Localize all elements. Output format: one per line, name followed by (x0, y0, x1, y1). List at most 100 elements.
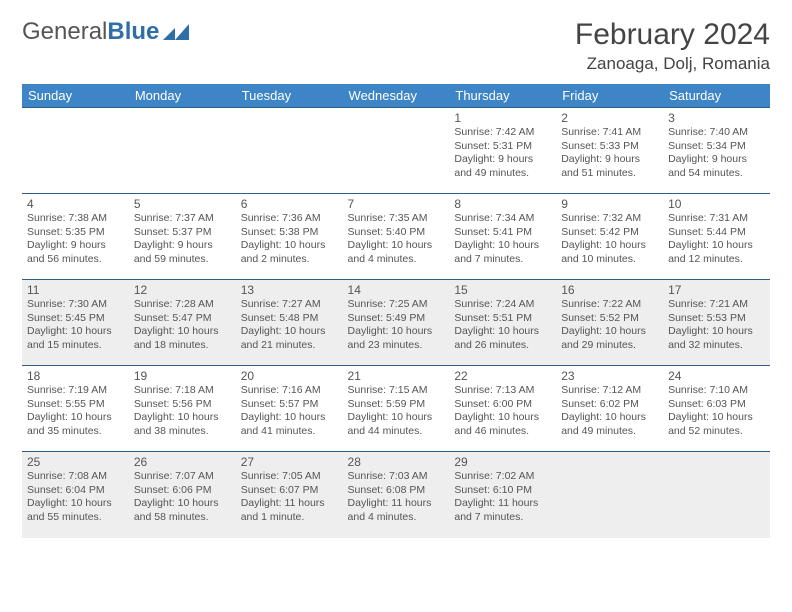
day-info: Sunrise: 7:38 AMSunset: 5:35 PMDaylight:… (27, 212, 124, 267)
calendar-day-cell: 27Sunrise: 7:05 AMSunset: 6:07 PMDayligh… (236, 452, 343, 538)
calendar-day-cell: 17Sunrise: 7:21 AMSunset: 5:53 PMDayligh… (663, 280, 770, 366)
calendar-day-cell: 25Sunrise: 7:08 AMSunset: 6:04 PMDayligh… (22, 452, 129, 538)
day-number: 17 (668, 283, 765, 297)
calendar-day-cell (22, 108, 129, 194)
month-title: February 2024 (575, 18, 770, 52)
calendar-day-cell (343, 108, 450, 194)
day-info: Sunrise: 7:32 AMSunset: 5:42 PMDaylight:… (561, 212, 658, 267)
day-info: Sunrise: 7:16 AMSunset: 5:57 PMDaylight:… (241, 384, 338, 439)
day-number: 23 (561, 369, 658, 383)
day-info: Sunrise: 7:12 AMSunset: 6:02 PMDaylight:… (561, 384, 658, 439)
calendar-week-row: 4Sunrise: 7:38 AMSunset: 5:35 PMDaylight… (22, 194, 770, 280)
day-info: Sunrise: 7:24 AMSunset: 5:51 PMDaylight:… (454, 298, 551, 353)
calendar-week-row: 18Sunrise: 7:19 AMSunset: 5:55 PMDayligh… (22, 366, 770, 452)
weekday-header: Friday (556, 84, 663, 108)
day-info: Sunrise: 7:41 AMSunset: 5:33 PMDaylight:… (561, 126, 658, 181)
day-info: Sunrise: 7:13 AMSunset: 6:00 PMDaylight:… (454, 384, 551, 439)
calendar-day-cell: 26Sunrise: 7:07 AMSunset: 6:06 PMDayligh… (129, 452, 236, 538)
calendar-day-cell (663, 452, 770, 538)
day-number: 20 (241, 369, 338, 383)
day-info: Sunrise: 7:19 AMSunset: 5:55 PMDaylight:… (27, 384, 124, 439)
day-info: Sunrise: 7:37 AMSunset: 5:37 PMDaylight:… (134, 212, 231, 267)
day-number: 28 (348, 455, 445, 469)
calendar-day-cell: 8Sunrise: 7:34 AMSunset: 5:41 PMDaylight… (449, 194, 556, 280)
day-info: Sunrise: 7:18 AMSunset: 5:56 PMDaylight:… (134, 384, 231, 439)
logo: GeneralBlue (22, 18, 193, 46)
location: Zanoaga, Dolj, Romania (575, 54, 770, 74)
calendar-day-cell: 7Sunrise: 7:35 AMSunset: 5:40 PMDaylight… (343, 194, 450, 280)
day-info: Sunrise: 7:08 AMSunset: 6:04 PMDaylight:… (27, 470, 124, 525)
calendar-day-cell: 3Sunrise: 7:40 AMSunset: 5:34 PMDaylight… (663, 108, 770, 194)
calendar-day-cell: 1Sunrise: 7:42 AMSunset: 5:31 PMDaylight… (449, 108, 556, 194)
calendar-day-cell: 5Sunrise: 7:37 AMSunset: 5:37 PMDaylight… (129, 194, 236, 280)
calendar-day-cell: 15Sunrise: 7:24 AMSunset: 5:51 PMDayligh… (449, 280, 556, 366)
calendar-day-cell: 21Sunrise: 7:15 AMSunset: 5:59 PMDayligh… (343, 366, 450, 452)
day-info: Sunrise: 7:25 AMSunset: 5:49 PMDaylight:… (348, 298, 445, 353)
page-header: GeneralBlue February 2024 Zanoaga, Dolj,… (22, 18, 770, 74)
day-number: 25 (27, 455, 124, 469)
calendar-day-cell: 11Sunrise: 7:30 AMSunset: 5:45 PMDayligh… (22, 280, 129, 366)
day-number: 27 (241, 455, 338, 469)
calendar-week-row: 1Sunrise: 7:42 AMSunset: 5:31 PMDaylight… (22, 108, 770, 194)
day-info: Sunrise: 7:02 AMSunset: 6:10 PMDaylight:… (454, 470, 551, 525)
calendar-day-cell: 18Sunrise: 7:19 AMSunset: 5:55 PMDayligh… (22, 366, 129, 452)
weekday-header: Monday (129, 84, 236, 108)
calendar-day-cell: 20Sunrise: 7:16 AMSunset: 5:57 PMDayligh… (236, 366, 343, 452)
day-info: Sunrise: 7:03 AMSunset: 6:08 PMDaylight:… (348, 470, 445, 525)
day-info: Sunrise: 7:34 AMSunset: 5:41 PMDaylight:… (454, 212, 551, 267)
day-number: 7 (348, 197, 445, 211)
day-info: Sunrise: 7:05 AMSunset: 6:07 PMDaylight:… (241, 470, 338, 525)
day-info: Sunrise: 7:31 AMSunset: 5:44 PMDaylight:… (668, 212, 765, 267)
day-info: Sunrise: 7:22 AMSunset: 5:52 PMDaylight:… (561, 298, 658, 353)
weekday-header: Thursday (449, 84, 556, 108)
day-info: Sunrise: 7:40 AMSunset: 5:34 PMDaylight:… (668, 126, 765, 181)
day-info: Sunrise: 7:10 AMSunset: 6:03 PMDaylight:… (668, 384, 765, 439)
logo-text-b: Blue (107, 18, 159, 46)
calendar-day-cell (236, 108, 343, 194)
day-info: Sunrise: 7:27 AMSunset: 5:48 PMDaylight:… (241, 298, 338, 353)
calendar-table: Sunday Monday Tuesday Wednesday Thursday… (22, 84, 770, 538)
title-block: February 2024 Zanoaga, Dolj, Romania (575, 18, 770, 74)
calendar-day-cell: 22Sunrise: 7:13 AMSunset: 6:00 PMDayligh… (449, 366, 556, 452)
calendar-day-cell: 16Sunrise: 7:22 AMSunset: 5:52 PMDayligh… (556, 280, 663, 366)
calendar-day-cell (556, 452, 663, 538)
day-info: Sunrise: 7:21 AMSunset: 5:53 PMDaylight:… (668, 298, 765, 353)
day-info: Sunrise: 7:30 AMSunset: 5:45 PMDaylight:… (27, 298, 124, 353)
day-number: 6 (241, 197, 338, 211)
day-info: Sunrise: 7:07 AMSunset: 6:06 PMDaylight:… (134, 470, 231, 525)
calendar-day-cell: 10Sunrise: 7:31 AMSunset: 5:44 PMDayligh… (663, 194, 770, 280)
day-number: 22 (454, 369, 551, 383)
day-info: Sunrise: 7:35 AMSunset: 5:40 PMDaylight:… (348, 212, 445, 267)
day-number: 8 (454, 197, 551, 211)
calendar-day-cell: 9Sunrise: 7:32 AMSunset: 5:42 PMDaylight… (556, 194, 663, 280)
calendar-day-cell: 13Sunrise: 7:27 AMSunset: 5:48 PMDayligh… (236, 280, 343, 366)
weekday-header: Saturday (663, 84, 770, 108)
day-number: 11 (27, 283, 124, 297)
day-number: 9 (561, 197, 658, 211)
day-number: 4 (27, 197, 124, 211)
calendar-week-row: 11Sunrise: 7:30 AMSunset: 5:45 PMDayligh… (22, 280, 770, 366)
day-info: Sunrise: 7:15 AMSunset: 5:59 PMDaylight:… (348, 384, 445, 439)
calendar-day-cell: 29Sunrise: 7:02 AMSunset: 6:10 PMDayligh… (449, 452, 556, 538)
calendar-day-cell: 23Sunrise: 7:12 AMSunset: 6:02 PMDayligh… (556, 366, 663, 452)
calendar-day-cell: 2Sunrise: 7:41 AMSunset: 5:33 PMDaylight… (556, 108, 663, 194)
day-number: 19 (134, 369, 231, 383)
calendar-day-cell: 28Sunrise: 7:03 AMSunset: 6:08 PMDayligh… (343, 452, 450, 538)
day-number: 10 (668, 197, 765, 211)
day-info: Sunrise: 7:36 AMSunset: 5:38 PMDaylight:… (241, 212, 338, 267)
calendar-day-cell: 14Sunrise: 7:25 AMSunset: 5:49 PMDayligh… (343, 280, 450, 366)
day-number: 3 (668, 111, 765, 125)
calendar-week-row: 25Sunrise: 7:08 AMSunset: 6:04 PMDayligh… (22, 452, 770, 538)
calendar-body: 1Sunrise: 7:42 AMSunset: 5:31 PMDaylight… (22, 108, 770, 538)
day-number: 14 (348, 283, 445, 297)
day-number: 16 (561, 283, 658, 297)
weekday-header: Sunday (22, 84, 129, 108)
calendar-day-cell: 4Sunrise: 7:38 AMSunset: 5:35 PMDaylight… (22, 194, 129, 280)
calendar-day-cell: 24Sunrise: 7:10 AMSunset: 6:03 PMDayligh… (663, 366, 770, 452)
day-number: 18 (27, 369, 124, 383)
weekday-row: Sunday Monday Tuesday Wednesday Thursday… (22, 84, 770, 108)
calendar-day-cell (129, 108, 236, 194)
day-number: 12 (134, 283, 231, 297)
calendar-day-cell: 12Sunrise: 7:28 AMSunset: 5:47 PMDayligh… (129, 280, 236, 366)
day-number: 29 (454, 455, 551, 469)
